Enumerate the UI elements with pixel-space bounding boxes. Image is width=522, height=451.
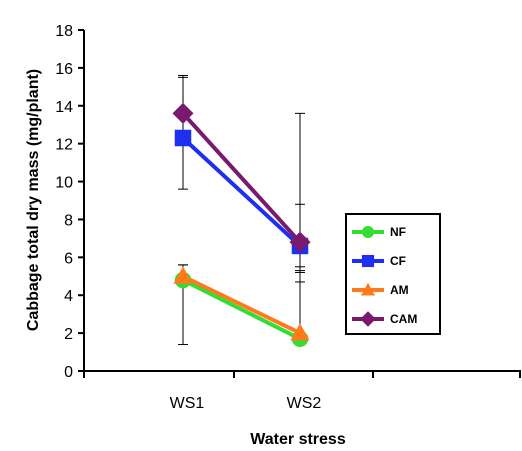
legend-marker-am — [360, 282, 376, 296]
x-axis-title: Water stress — [250, 431, 346, 448]
legend-marker-cf — [361, 254, 375, 268]
data-point-cam — [289, 231, 311, 253]
series-lines — [181, 112, 302, 341]
legend: NF CF AM CAM — [345, 213, 441, 335]
y-tick-label: 2 — [64, 326, 73, 343]
y-tick-label: 8 — [64, 212, 73, 229]
y-tick-label: 10 — [55, 175, 73, 192]
x-axis-ticks: WS1 WS2 — [83, 371, 521, 412]
legend-label-am: AM — [390, 283, 409, 297]
legend-marker-cam — [360, 311, 376, 327]
y-tick-label: 12 — [55, 137, 73, 154]
y-tick-label: 18 — [55, 23, 73, 40]
y-tick-label: 6 — [64, 250, 73, 267]
legend-label-cf: CF — [390, 254, 406, 268]
data-point-am — [173, 266, 193, 284]
y-tick-label: 4 — [64, 288, 73, 305]
x-tick-label: WS1 — [170, 395, 205, 412]
series-line-nf — [182, 278, 301, 341]
y-tick-label: 16 — [55, 61, 73, 78]
series-markers — [172, 102, 311, 348]
data-point-am — [290, 323, 310, 341]
series-line-am — [182, 274, 301, 335]
x-tick-label: WS2 — [287, 395, 322, 412]
data-point-cf — [174, 129, 192, 147]
y-axis-ticks: 0 2 4 6 8 10 12 14 16 18 — [55, 23, 84, 381]
legend-label-cam: CAM — [390, 312, 417, 326]
y-tick-label: 14 — [55, 99, 73, 116]
data-point-cam — [172, 102, 194, 124]
legend-label-nf: NF — [390, 225, 406, 239]
y-axis-title: Cabbage total dry mass (mg/plant) — [25, 69, 42, 331]
y-tick-label: 0 — [64, 364, 73, 381]
series-line-cf — [181, 136, 302, 248]
series-line-cam — [181, 112, 302, 244]
legend-marker-nf — [361, 225, 375, 239]
